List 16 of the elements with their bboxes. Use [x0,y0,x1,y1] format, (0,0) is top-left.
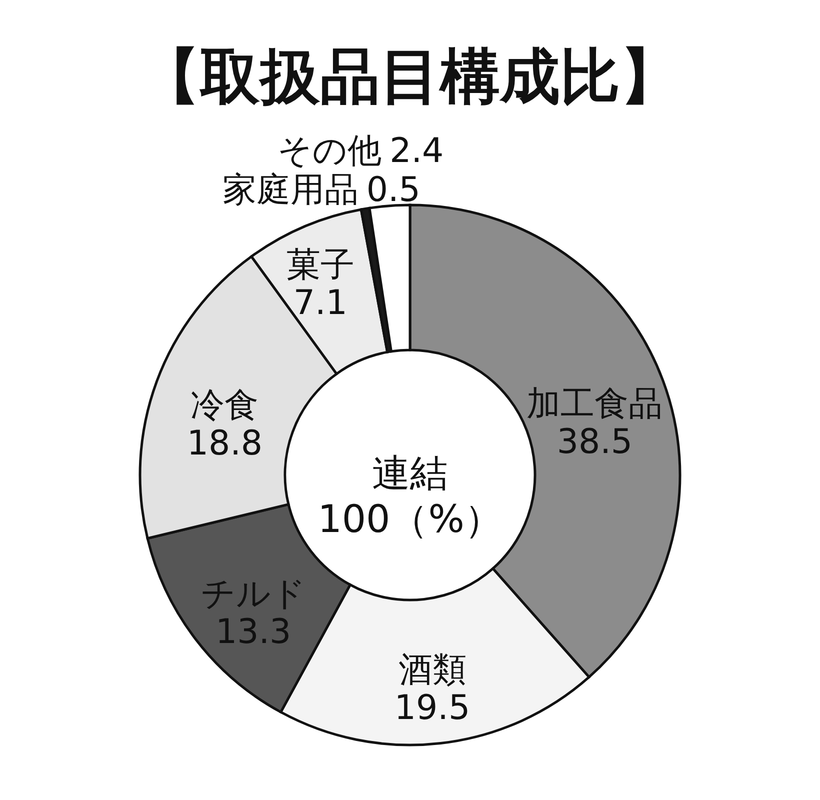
text: 連結 100（%） [318,451,502,541]
data-label: 7.1 [293,282,348,323]
slice-label: 酒類 [398,650,466,690]
slice-label: チルド [200,574,306,614]
slice-label: 加工食品 [526,384,663,424]
data-label: 19.5 [394,688,470,728]
data-label: 38.5 [556,422,633,462]
slice-label: 菓子 [286,244,354,285]
data-label: 2.4 [390,130,444,171]
slice-label: その他 [278,130,382,171]
slice-label: 冷食 [190,386,259,426]
data-label: 13.3 [215,612,292,652]
slice-label: 家庭用品 [222,170,358,210]
data-label: 0.5 [366,170,420,210]
data-label: 18.8 [186,424,263,464]
chart-title: 【取扱品目構成比】 [140,42,680,112]
